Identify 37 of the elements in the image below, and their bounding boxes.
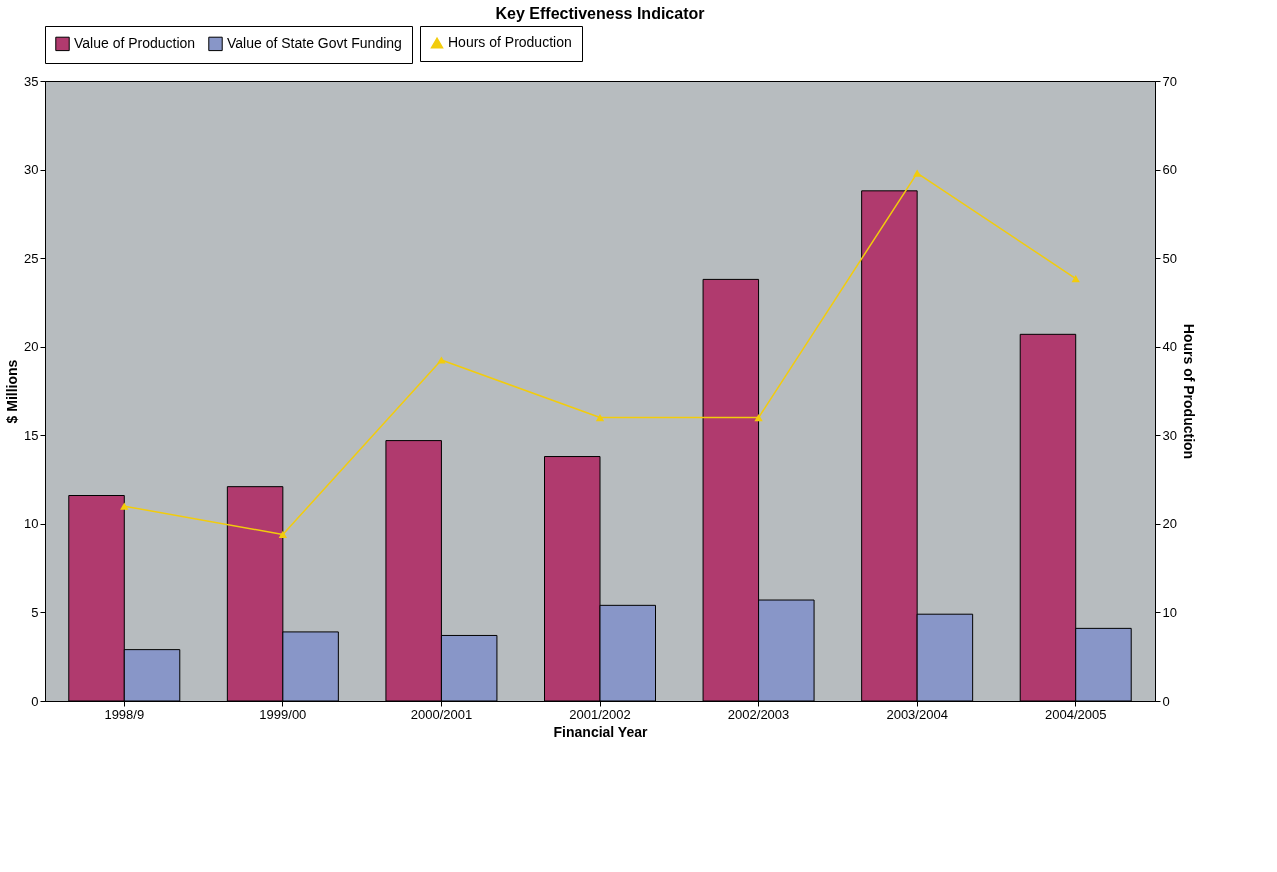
y2-tick-label: 50 <box>1162 250 1177 266</box>
x-tick-label: 1998/9 <box>104 706 145 722</box>
point <box>1071 274 1080 283</box>
y2-tick-label: 60 <box>1162 162 1177 178</box>
point <box>437 356 446 364</box>
y2-tick-label: 20 <box>1162 516 1177 532</box>
y-tick-label: 15 <box>24 427 39 443</box>
y-tick-label: 35 <box>24 73 39 89</box>
y2-tick-label: 10 <box>1162 604 1177 620</box>
x-tick-label: 1999/00 <box>259 706 307 722</box>
y-axis-title: $ Millions <box>4 359 21 424</box>
point <box>120 502 129 510</box>
x-tick-label: 2004/2005 <box>1044 706 1107 722</box>
y-tick-label: 30 <box>24 162 39 178</box>
y2-tick-label: 30 <box>1162 427 1177 443</box>
y2-tick-label: 70 <box>1162 73 1177 89</box>
chart-title: Key Effectiveness Indicator <box>495 4 705 22</box>
y-tick-label: 5 <box>31 604 39 620</box>
point <box>754 413 763 422</box>
x-tick-label: 2003/2004 <box>886 706 948 722</box>
y-tick-label: 25 <box>24 250 39 266</box>
x-tick-label: 2001/2002 <box>569 706 631 722</box>
x-tick-label: 2002/2003 <box>727 706 790 722</box>
legend-label: Hours of Production <box>448 34 572 50</box>
point <box>278 530 288 539</box>
point <box>595 413 605 422</box>
legend-label: Value of State Govt Funding <box>227 34 402 51</box>
legend-label: Value of Production <box>74 34 196 51</box>
y2-tick-label: 40 <box>1162 339 1177 355</box>
x-axis-title: Financial Year <box>553 723 648 740</box>
x-tick-label: 2000/2001 <box>410 706 473 722</box>
y2-axis-title: Hours of Production <box>1180 323 1197 460</box>
y-tick-label: 20 <box>24 339 39 355</box>
y-tick-label: 0 <box>31 693 39 709</box>
y-tick-label: 10 <box>24 516 39 532</box>
y2-tick-label: 0 <box>1162 693 1170 709</box>
point <box>912 169 922 177</box>
